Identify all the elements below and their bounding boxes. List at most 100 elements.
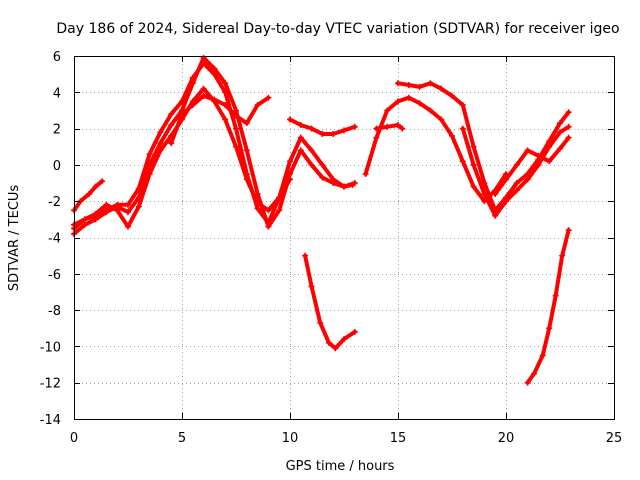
data-point [233,143,239,150]
series-track-4 [72,179,105,213]
data-point [565,134,572,141]
data-point [302,252,309,259]
data-point [405,94,412,101]
y-tick-label: -8 [48,304,61,319]
y-tick-label: -2 [48,195,61,210]
markers-track-8 [362,94,509,205]
data-point [459,125,466,132]
data-point [308,147,315,154]
x-tick-label: 20 [498,431,515,446]
data-point [276,207,283,214]
data-point [438,116,445,123]
markers-track-6 [287,116,358,138]
data-point [416,83,423,90]
data-point [470,143,477,150]
data-point [103,201,110,208]
data-series [71,54,572,386]
data-point [200,92,207,99]
data-point [427,107,434,114]
y-tick-label: -6 [48,268,61,283]
data-point [297,121,304,128]
data-point [287,116,293,123]
data-point [319,174,326,181]
y-axis-label: SDTVAR / TECUs [7,185,22,292]
data-point [330,131,337,138]
data-point [319,161,326,168]
data-point [297,147,304,154]
data-point [557,145,563,152]
data-point [287,158,293,165]
data-point [125,209,131,216]
series-track-5 [169,93,271,146]
data-point [92,210,99,217]
data-point [552,292,559,299]
data-point [179,111,185,118]
series-track-12 [374,123,405,131]
data-point [535,161,542,168]
data-point [146,170,153,177]
data-point [459,102,466,109]
data-point [211,71,218,78]
data-point [317,319,324,326]
data-point [297,134,304,141]
data-point [492,190,499,197]
data-point [559,252,566,259]
markers-track-5 [168,92,272,147]
markers-track-13 [524,227,572,386]
series-track-11 [493,135,571,196]
data-point [470,183,477,190]
data-point [265,94,272,101]
data-point [157,140,164,147]
data-point [332,345,339,352]
data-point [459,158,466,165]
data-point [103,207,110,214]
x-tick-label: 10 [282,431,299,446]
data-point [557,129,563,136]
data-point [565,227,572,234]
data-point [243,120,250,127]
data-point [81,216,88,223]
series-track-2 [72,61,357,231]
data-point [325,339,332,346]
data-point [539,352,546,359]
data-point [125,223,131,230]
data-point [189,74,196,81]
data-point [168,121,175,128]
data-point [114,201,121,208]
data-point [330,176,337,183]
data-point [125,201,131,208]
y-tick-label: 6 [53,50,61,65]
data-point [222,116,229,123]
data-point [546,158,553,165]
data-point [492,212,499,219]
series-track-10 [460,124,571,218]
data-point [222,89,229,96]
data-point [168,140,175,147]
data-point [243,147,250,154]
data-point [211,96,218,103]
data-point [535,152,542,159]
data-point [513,180,520,187]
data-point [503,198,509,205]
data-point [200,85,207,92]
data-point [222,80,229,87]
data-point [524,147,531,154]
data-point [233,107,239,114]
data-point [265,207,272,214]
data-point [189,102,196,109]
axis-ticks: 0 5 10 15 20 25 -14 -12 -10 -8 -6 -4 -2 0 2 4 6 [40,50,623,446]
data-point [211,65,218,72]
grid-lines [74,56,614,419]
data-point [531,370,538,377]
data-point [135,185,142,192]
data-point [351,180,358,187]
data-point [373,134,380,141]
data-point [254,102,261,109]
data-point [99,178,106,185]
y-tick-label: -14 [40,413,61,428]
data-point [308,283,315,290]
data-point [546,143,553,150]
data-point [373,125,380,132]
markers-track-7 [302,252,358,352]
